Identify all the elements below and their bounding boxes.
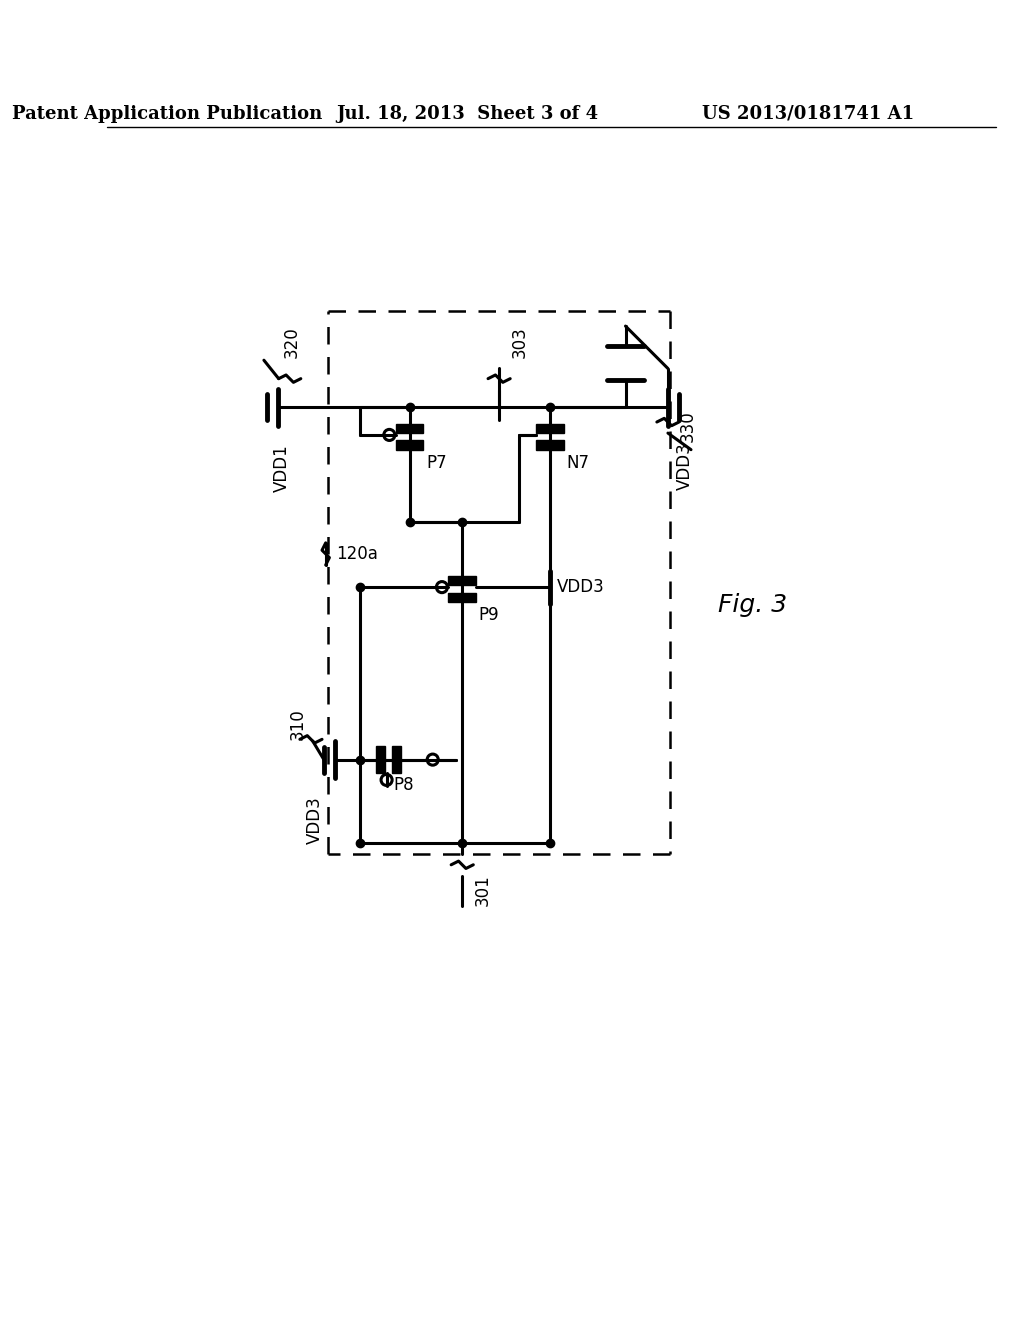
Text: VDD1: VDD1: [273, 444, 292, 492]
Text: P7: P7: [426, 454, 446, 471]
Text: US 2013/0181741 A1: US 2013/0181741 A1: [702, 104, 914, 123]
Bar: [449, 593, 476, 602]
Text: VDD3: VDD3: [305, 796, 324, 845]
Bar: [536, 424, 563, 433]
Bar: [396, 441, 424, 450]
Text: 330: 330: [679, 411, 697, 442]
Text: Jul. 18, 2013  Sheet 3 of 4: Jul. 18, 2013 Sheet 3 of 4: [336, 104, 598, 123]
Text: Fig. 3: Fig. 3: [718, 593, 787, 616]
Bar: [536, 441, 563, 450]
Text: P9: P9: [479, 606, 500, 624]
Text: P8: P8: [393, 776, 414, 795]
Text: N7: N7: [566, 454, 590, 471]
Text: 301: 301: [473, 875, 492, 907]
Text: Patent Application Publication: Patent Application Publication: [12, 104, 323, 123]
Bar: [376, 746, 385, 774]
Text: VDD3: VDD3: [676, 442, 693, 490]
Text: 310: 310: [289, 709, 307, 741]
Text: 320: 320: [283, 326, 301, 358]
Text: 120a: 120a: [336, 545, 378, 562]
Text: VDD3: VDD3: [557, 578, 605, 597]
Bar: [392, 746, 401, 774]
Bar: [449, 576, 476, 585]
Bar: [396, 424, 424, 433]
Text: 303: 303: [510, 326, 528, 358]
